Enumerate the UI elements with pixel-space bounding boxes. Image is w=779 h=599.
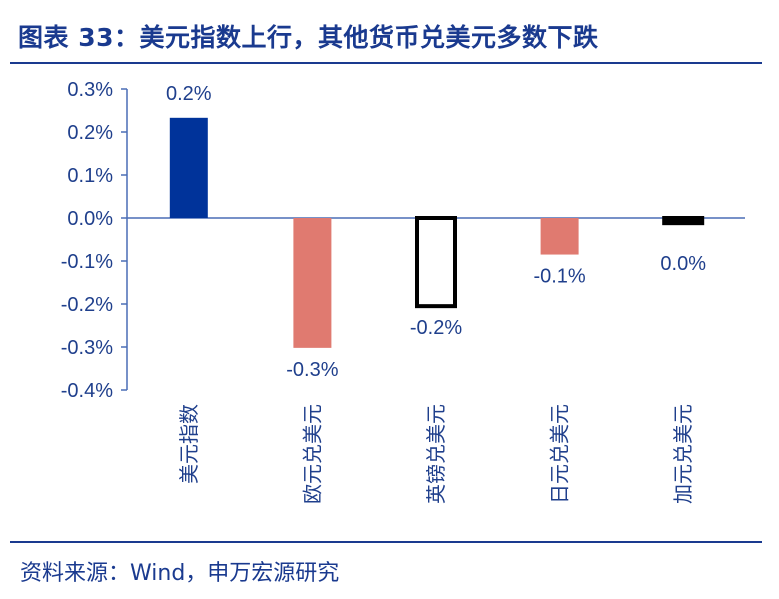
bar-1 — [169, 117, 208, 218]
chart-title: 图表 33：美元指数上行，其他货币兑美元多数下跌 — [18, 23, 599, 52]
y-tick-label: 0.1% — [67, 165, 113, 187]
y-tick-label: -0.4% — [61, 380, 113, 402]
y-tick-label: -0.2% — [61, 294, 113, 316]
category-label-2: 欧元兑美元 — [300, 404, 324, 504]
data-label-3: -0.2% — [410, 317, 462, 339]
y-tick-label: -0.1% — [61, 251, 113, 273]
title-rule — [10, 62, 762, 64]
y-tick-label: 0.3% — [67, 79, 113, 101]
source-note: 资料来源：Wind，申万宏源研究 — [20, 561, 340, 586]
data-label-1: 0.2% — [166, 83, 212, 105]
bar-2 — [293, 218, 332, 348]
data-label-4: -0.1% — [533, 266, 585, 288]
category-label-1: 美元指数 — [177, 404, 201, 484]
category-label-5: 加元兑美元 — [671, 404, 695, 504]
source-rule — [10, 541, 762, 543]
data-label-5: 0.0% — [660, 253, 706, 275]
data-label-2: -0.3% — [286, 359, 338, 381]
category-label-4: 日元兑美元 — [548, 404, 572, 504]
y-tick-label: -0.3% — [61, 337, 113, 359]
y-tick-label: 0.0% — [67, 208, 113, 230]
y-tick-label: 0.2% — [67, 122, 113, 144]
bar-4 — [540, 218, 579, 255]
category-label-3: 英镑兑美元 — [424, 404, 448, 504]
bar-5 — [662, 216, 705, 226]
bar-3 — [415, 216, 457, 309]
